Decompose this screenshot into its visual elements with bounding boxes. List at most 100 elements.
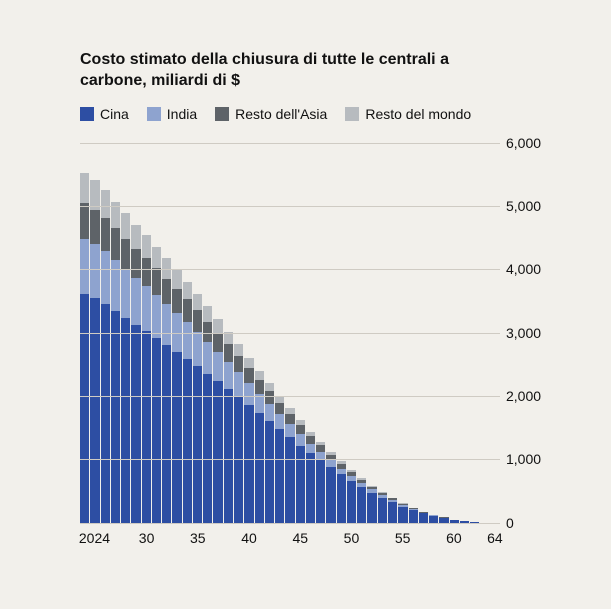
bar-segment [265,421,274,524]
x-axis-label: 2024 [79,530,110,546]
bar-segment [326,467,335,523]
bar [80,173,89,524]
bar [296,420,305,523]
bar-segment [101,251,110,304]
y-axis-label: 1,000 [506,451,558,467]
bar-segment [234,344,243,355]
bar [193,294,202,524]
bar-segment [80,203,89,238]
legend-swatch [80,107,94,121]
bar-segment [255,371,264,380]
bar [234,344,243,523]
bar [101,190,110,523]
bar-segment [121,239,130,269]
bar-segment [203,306,212,321]
bar-segment [306,444,315,454]
bar [90,180,99,523]
bar-segment [152,247,161,269]
y-gridline: 4,000 [80,269,500,270]
legend-item: Resto dell'Asia [215,106,327,122]
bar-segment [367,493,376,524]
bar-segment [296,446,305,524]
bar-segment [337,474,346,523]
x-axis-labels: 20243035404550556064 [80,530,500,550]
y-gridline: 6,000 [80,143,500,144]
bar [285,408,294,524]
bar-segment [152,268,161,295]
bar [121,213,130,523]
bars-container [80,144,500,524]
bar-segment [131,278,140,325]
bar [326,452,335,524]
bar [409,508,418,524]
bar-segment [398,507,407,524]
bar [213,319,222,524]
bar-segment [183,282,192,300]
bar-segment [409,510,418,523]
bar-segment [152,338,161,524]
bar [367,486,376,524]
bar-segment [111,260,120,311]
bar-segment [213,352,222,381]
bar [162,258,171,523]
bar-segment [265,404,274,421]
y-axis-label: 6,000 [506,135,558,151]
bar-segment [162,345,171,524]
y-axis-label: 5,000 [506,198,558,214]
bar-segment [378,498,387,524]
bar-segment [142,331,151,524]
y-gridline: 1,000 [80,459,500,460]
y-axis-label: 3,000 [506,325,558,341]
bar-segment [193,310,202,332]
bar-segment [193,366,202,524]
y-axis-label: 0 [506,515,558,531]
bar-segment [142,258,151,286]
bar-segment [121,213,130,238]
legend-label: India [167,106,197,122]
chart-title: Costo stimato della chiusura di tutte le… [80,50,520,92]
bar-segment [285,424,294,437]
bar-segment [80,239,89,295]
bar-segment [111,311,120,524]
bar-segment [244,405,253,524]
bar-segment [162,304,171,345]
y-gridline: 3,000 [80,333,500,334]
bar [142,235,151,523]
bar-segment [142,235,151,258]
bar-segment [347,481,356,524]
bar-segment [244,358,253,368]
bar-segment [90,244,99,298]
y-gridline: 2,000 [80,396,500,397]
bar-segment [172,352,181,524]
legend-swatch [215,107,229,121]
x-axis-label: 64 [487,530,503,546]
bar [265,383,274,523]
bar [347,470,356,524]
bar-segment [224,362,233,389]
legend-label: Resto del mondo [365,106,471,122]
bar-segment [296,434,305,445]
bar-segment [255,413,264,524]
bar-segment [213,319,222,333]
bar-segment [131,249,140,278]
bar [224,332,233,524]
bar-segment [316,460,325,523]
bar-segment [224,332,233,345]
bar [306,432,315,524]
bar [111,202,120,524]
bar-segment [296,425,305,434]
bar-segment [90,210,99,244]
legend-swatch [147,107,161,121]
bar-segment [121,318,130,524]
bar-segment [101,218,110,251]
y-gridline: 5,000 [80,206,500,207]
bar [183,282,192,524]
legend-item: Cina [80,106,129,122]
bar-segment [285,437,294,523]
bar-segment [131,325,140,524]
x-axis-label: 35 [190,530,206,546]
bar-segment [316,445,325,452]
bar-segment [121,269,130,318]
bar-segment [162,279,171,304]
bar-segment [203,342,212,374]
